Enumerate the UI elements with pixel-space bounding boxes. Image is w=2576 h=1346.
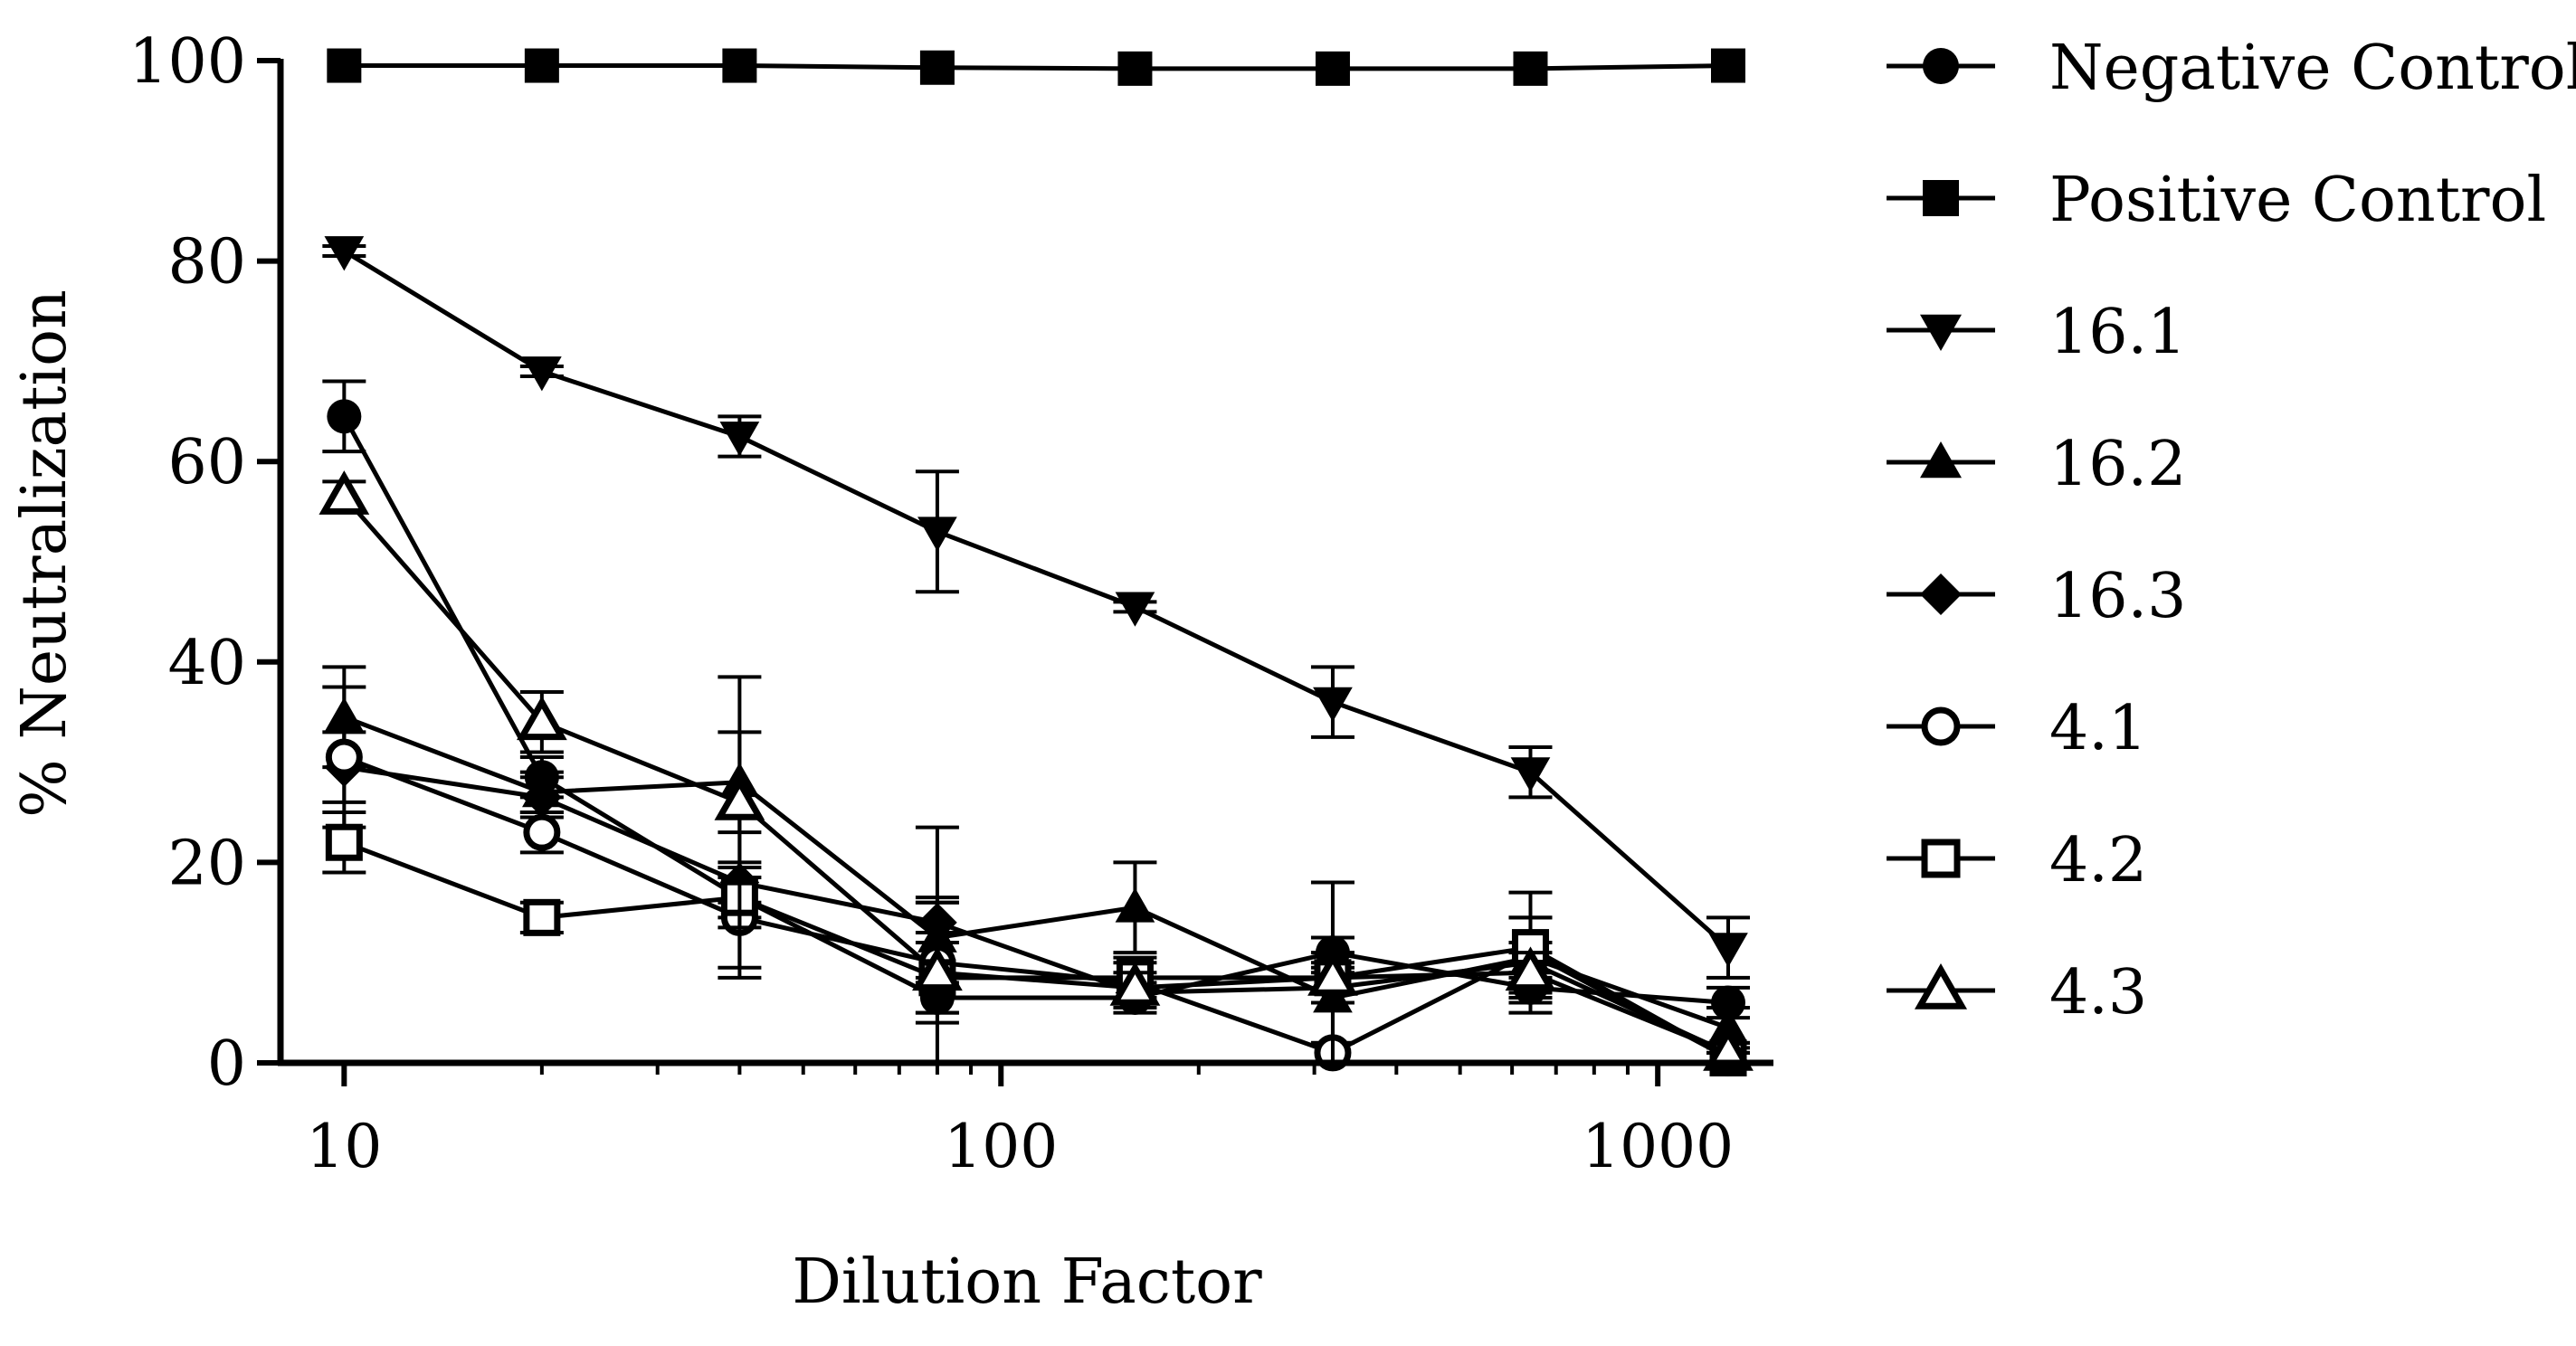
data-point xyxy=(524,48,559,83)
series-line xyxy=(342,415,1729,1006)
y-tick-label: 20 xyxy=(167,828,246,899)
x-tick-label: 10 xyxy=(306,1112,382,1181)
legend-label: 16.2 xyxy=(2049,429,2186,500)
data-point xyxy=(325,823,363,861)
plot-area xyxy=(318,48,1754,1076)
series-line xyxy=(342,495,1729,1056)
y-axis-title: % Neutralization xyxy=(9,289,81,818)
legend-marker xyxy=(1914,962,1968,1010)
y-tick-label: 0 xyxy=(207,1028,246,1100)
legend-marker xyxy=(1920,314,1962,351)
legend-marker xyxy=(1920,573,1962,615)
series-16-1 xyxy=(322,236,1750,980)
legend-marker xyxy=(1921,839,1961,878)
data-point xyxy=(327,48,362,83)
y-tick-label: 80 xyxy=(167,227,246,299)
data-point xyxy=(522,356,562,392)
data-point xyxy=(318,470,370,515)
legend-label: Negative Control xyxy=(2049,33,2576,104)
data-point xyxy=(1703,1027,1754,1071)
data-point xyxy=(1313,687,1353,722)
data-point xyxy=(324,236,365,271)
data-point xyxy=(1117,51,1153,86)
data-point xyxy=(722,48,757,83)
legend-entry: 16.3 xyxy=(1887,561,2186,632)
legend-label: 4.1 xyxy=(2049,693,2147,764)
series-line xyxy=(343,249,1730,950)
y-tick-label: 60 xyxy=(167,427,246,498)
data-point xyxy=(719,422,760,457)
legend-marker xyxy=(1923,48,1959,84)
data-point xyxy=(1307,951,1358,996)
x-axis-title: Dilution Factor xyxy=(792,1246,1262,1318)
y-tick-label: 100 xyxy=(128,26,246,98)
axes: 0 20 40 60 80 100 10 100 1000 xyxy=(128,26,1773,1181)
series-line xyxy=(343,839,1730,1060)
data-point xyxy=(1109,961,1161,1006)
data-point xyxy=(327,399,362,434)
data-point xyxy=(1710,985,1745,1020)
data-point xyxy=(714,776,765,820)
legend-marker xyxy=(1923,180,1959,216)
series-positive-control xyxy=(327,48,1745,86)
data-point xyxy=(1505,946,1556,991)
legend-entry: 16.1 xyxy=(1887,297,2186,368)
series-line xyxy=(344,63,1729,71)
series-4-1 xyxy=(322,685,1750,1076)
data-point xyxy=(1710,48,1745,83)
legend-label: 16.3 xyxy=(2049,561,2186,632)
legend-entry: Positive Control xyxy=(1887,165,2546,236)
data-point xyxy=(325,738,363,776)
x-tick-label: 1000 xyxy=(1582,1112,1734,1181)
data-point xyxy=(522,777,562,818)
data-point xyxy=(1510,757,1551,792)
data-point xyxy=(917,517,957,552)
data-point xyxy=(1708,1008,1748,1043)
legend-marker xyxy=(1920,441,1962,479)
data-point xyxy=(523,813,561,851)
data-point xyxy=(1708,933,1748,968)
data-point xyxy=(1315,51,1350,86)
y-tick-label: 40 xyxy=(167,628,246,699)
data-point xyxy=(1115,592,1155,627)
legend-label: Positive Control xyxy=(2049,165,2546,236)
legend: Negative Control Positive Control 16.1 16.2… xyxy=(1887,33,2576,1028)
data-point xyxy=(912,946,963,991)
series-4-3 xyxy=(318,470,1754,1071)
legend-entry: 4.3 xyxy=(1887,957,2147,1028)
legend-label: 4.2 xyxy=(2049,825,2147,896)
data-point xyxy=(919,50,955,85)
data-point xyxy=(1115,887,1155,923)
legend-label: 16.1 xyxy=(2049,297,2186,368)
legend-label: 4.3 xyxy=(2049,957,2147,1028)
data-point xyxy=(516,696,567,741)
series-line xyxy=(343,715,1729,1030)
x-tick-label: 100 xyxy=(944,1112,1058,1181)
series-line xyxy=(343,754,1730,1060)
data-point xyxy=(1513,51,1548,86)
legend-entry: 16.2 xyxy=(1887,429,2186,500)
legend-entry: Negative Control xyxy=(1887,33,2576,104)
legend-marker xyxy=(1921,706,1961,746)
legend-entry: 4.1 xyxy=(1887,693,2147,764)
legend-entry: 4.2 xyxy=(1887,825,2147,896)
data-point xyxy=(523,898,561,936)
